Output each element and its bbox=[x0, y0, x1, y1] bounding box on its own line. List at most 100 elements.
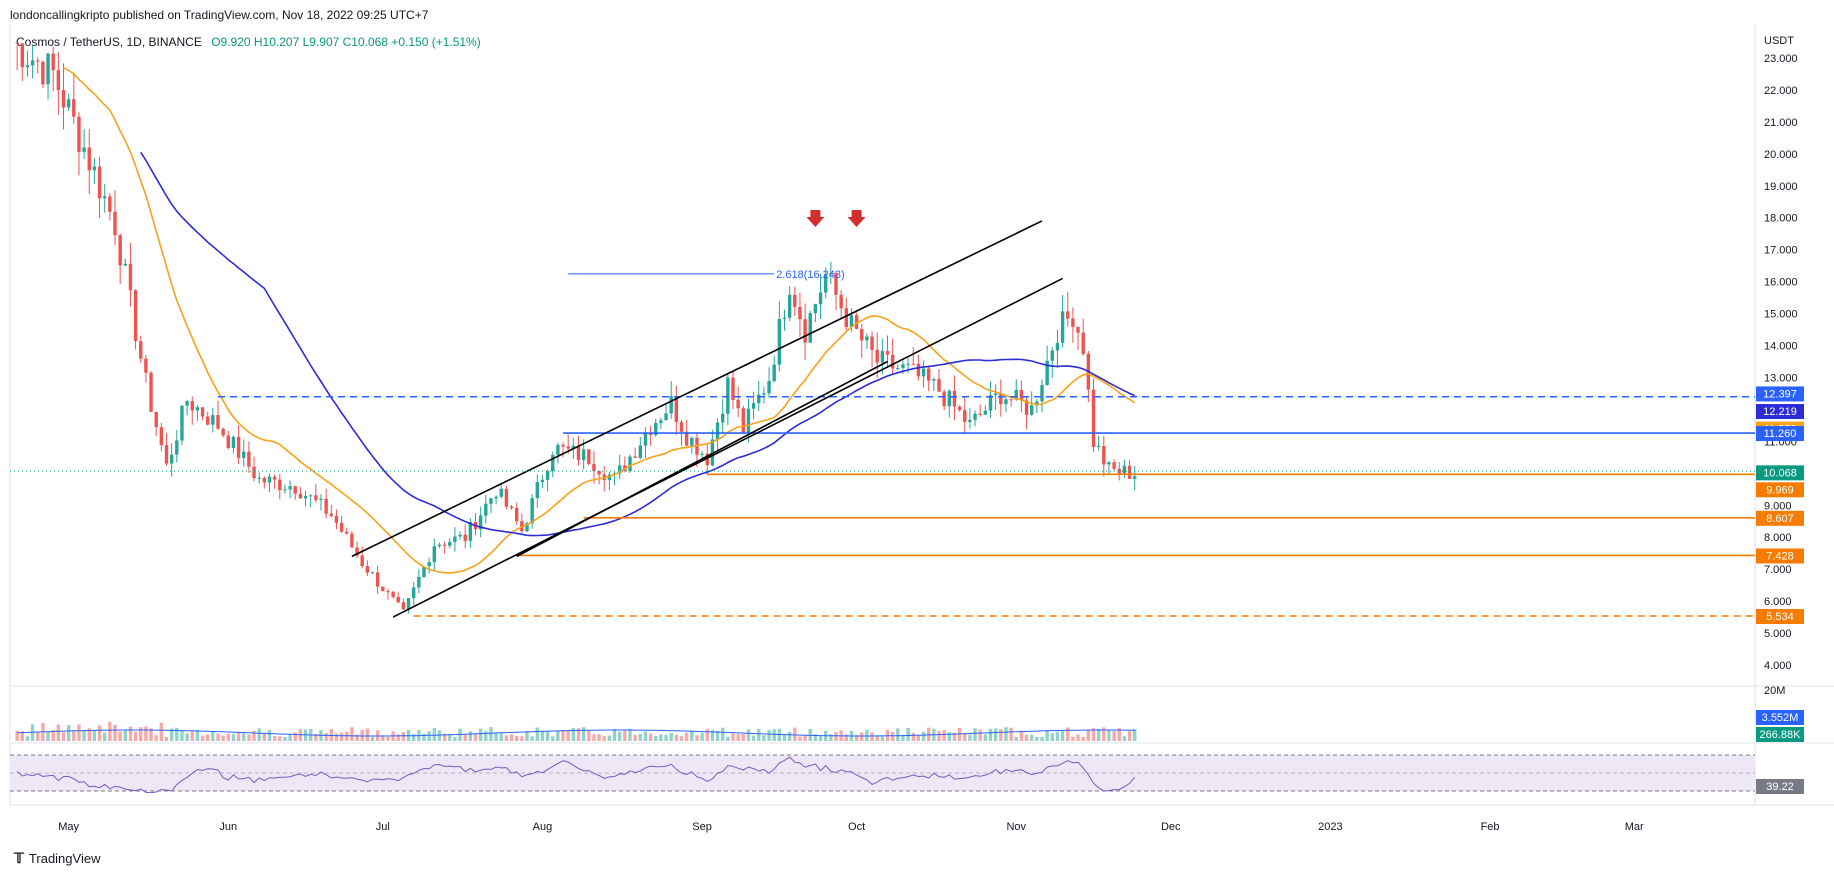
volume-bar bbox=[272, 735, 277, 741]
candle-body bbox=[911, 363, 915, 365]
candle-body bbox=[61, 90, 66, 108]
volume-bar bbox=[1009, 727, 1013, 741]
candle-body bbox=[293, 486, 297, 494]
candle-body bbox=[72, 99, 76, 117]
volume-bar bbox=[865, 729, 869, 741]
candle-body bbox=[844, 308, 848, 327]
candle-body bbox=[896, 367, 900, 369]
volume-bar bbox=[123, 730, 127, 741]
volume-bar bbox=[211, 731, 215, 741]
candle-body bbox=[875, 349, 879, 363]
candle-body bbox=[365, 566, 370, 573]
volume-bar bbox=[463, 734, 467, 741]
volume-bar bbox=[1122, 736, 1127, 741]
price-label-bg bbox=[1756, 465, 1804, 481]
candle-body bbox=[684, 431, 689, 446]
volume-bar bbox=[504, 735, 509, 741]
y-tick-label: 6.000 bbox=[1764, 596, 1792, 608]
candle-body bbox=[757, 394, 761, 404]
candle-body bbox=[1050, 350, 1054, 361]
price-label: 12.397 bbox=[1763, 388, 1797, 400]
rsi-line bbox=[16, 756, 1136, 794]
candle-body bbox=[236, 436, 241, 458]
volume-bar bbox=[149, 728, 153, 741]
candle-body bbox=[545, 471, 550, 480]
volume-bar bbox=[1045, 730, 1049, 741]
volume-bar bbox=[473, 734, 478, 741]
volume-bar bbox=[896, 728, 900, 741]
candle-body bbox=[633, 456, 637, 458]
symbol-name[interactable]: Cosmos / TetherUS, 1D, BINANCE bbox=[16, 35, 202, 49]
volume-bar bbox=[674, 734, 679, 741]
candle-body bbox=[525, 523, 529, 532]
candle-body bbox=[772, 364, 776, 381]
price-label: 11.260 bbox=[1764, 428, 1797, 440]
candle-body bbox=[56, 70, 61, 91]
symbol-legend: Cosmos / TetherUS, 1D, BINANCE O9.920 H1… bbox=[16, 35, 481, 49]
candle-body bbox=[324, 498, 328, 514]
candle-body bbox=[66, 99, 71, 108]
candle-body bbox=[1009, 399, 1013, 401]
candle-body bbox=[1066, 311, 1070, 319]
ma-fast-line bbox=[63, 67, 1136, 574]
candle-body bbox=[597, 471, 601, 475]
volume-bar bbox=[128, 726, 133, 741]
volume-bar bbox=[628, 728, 632, 741]
volume-bar bbox=[890, 731, 895, 741]
channel-line-mid_start bbox=[516, 360, 888, 558]
candle-body bbox=[561, 444, 565, 447]
candle-body bbox=[916, 363, 921, 377]
volume-bar bbox=[1117, 728, 1121, 741]
volume-bar bbox=[278, 736, 282, 741]
x-tick-label: Jul bbox=[376, 821, 390, 833]
volume-bar bbox=[937, 730, 941, 741]
volume-bar bbox=[339, 732, 344, 741]
volume-bar bbox=[731, 733, 735, 741]
volume-bar bbox=[262, 732, 267, 741]
candle-body bbox=[1045, 360, 1049, 385]
price-label: 9.969 bbox=[1766, 484, 1794, 496]
candle-body bbox=[839, 294, 843, 309]
volume-bar bbox=[581, 727, 586, 741]
volume-bar bbox=[36, 731, 40, 741]
volume-bar bbox=[46, 731, 50, 741]
candle-body bbox=[762, 393, 766, 395]
candle-body bbox=[993, 393, 998, 396]
volume-bar bbox=[401, 732, 406, 741]
candle-body bbox=[1112, 462, 1116, 469]
x-tick-label: May bbox=[58, 821, 79, 833]
candle-body bbox=[1035, 401, 1039, 406]
candle-body bbox=[1107, 462, 1111, 465]
price-label-bg bbox=[1756, 608, 1804, 624]
candle-body bbox=[417, 576, 421, 588]
volume-bar bbox=[741, 734, 745, 741]
volume-bar bbox=[448, 733, 452, 741]
candle-body bbox=[659, 420, 663, 424]
tradingview-brand-text: TradingView bbox=[28, 851, 101, 866]
volume-bar bbox=[638, 733, 642, 741]
candle-body bbox=[406, 598, 411, 610]
volume-bar bbox=[551, 736, 555, 741]
volume-bar bbox=[679, 736, 684, 741]
candle-body bbox=[947, 390, 951, 407]
volume-bar bbox=[51, 730, 55, 741]
volume-bar bbox=[164, 736, 169, 741]
volume-bar bbox=[952, 732, 957, 741]
candle-body bbox=[628, 456, 632, 472]
volume-bar bbox=[334, 733, 339, 741]
candle-body bbox=[1014, 389, 1018, 400]
volume-bar bbox=[927, 727, 931, 741]
candle-body bbox=[375, 572, 380, 587]
candle-body bbox=[700, 453, 704, 455]
volume-bar bbox=[813, 734, 818, 741]
candle-body bbox=[149, 372, 153, 412]
ohlc-values: O9.920 H10.207 L9.907 C10.068 +0.150 (+1… bbox=[211, 35, 481, 49]
volume-bar bbox=[159, 722, 164, 741]
candle-body bbox=[128, 263, 133, 291]
candle-body bbox=[870, 336, 874, 350]
volume-bar bbox=[370, 736, 375, 741]
candle-body bbox=[169, 454, 174, 464]
candle-body bbox=[515, 507, 519, 522]
candle-body bbox=[20, 43, 24, 68]
